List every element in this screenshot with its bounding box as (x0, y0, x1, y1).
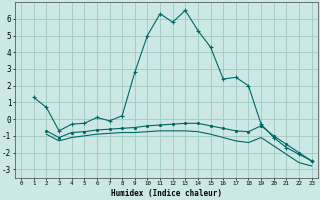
X-axis label: Humidex (Indice chaleur): Humidex (Indice chaleur) (111, 189, 222, 198)
